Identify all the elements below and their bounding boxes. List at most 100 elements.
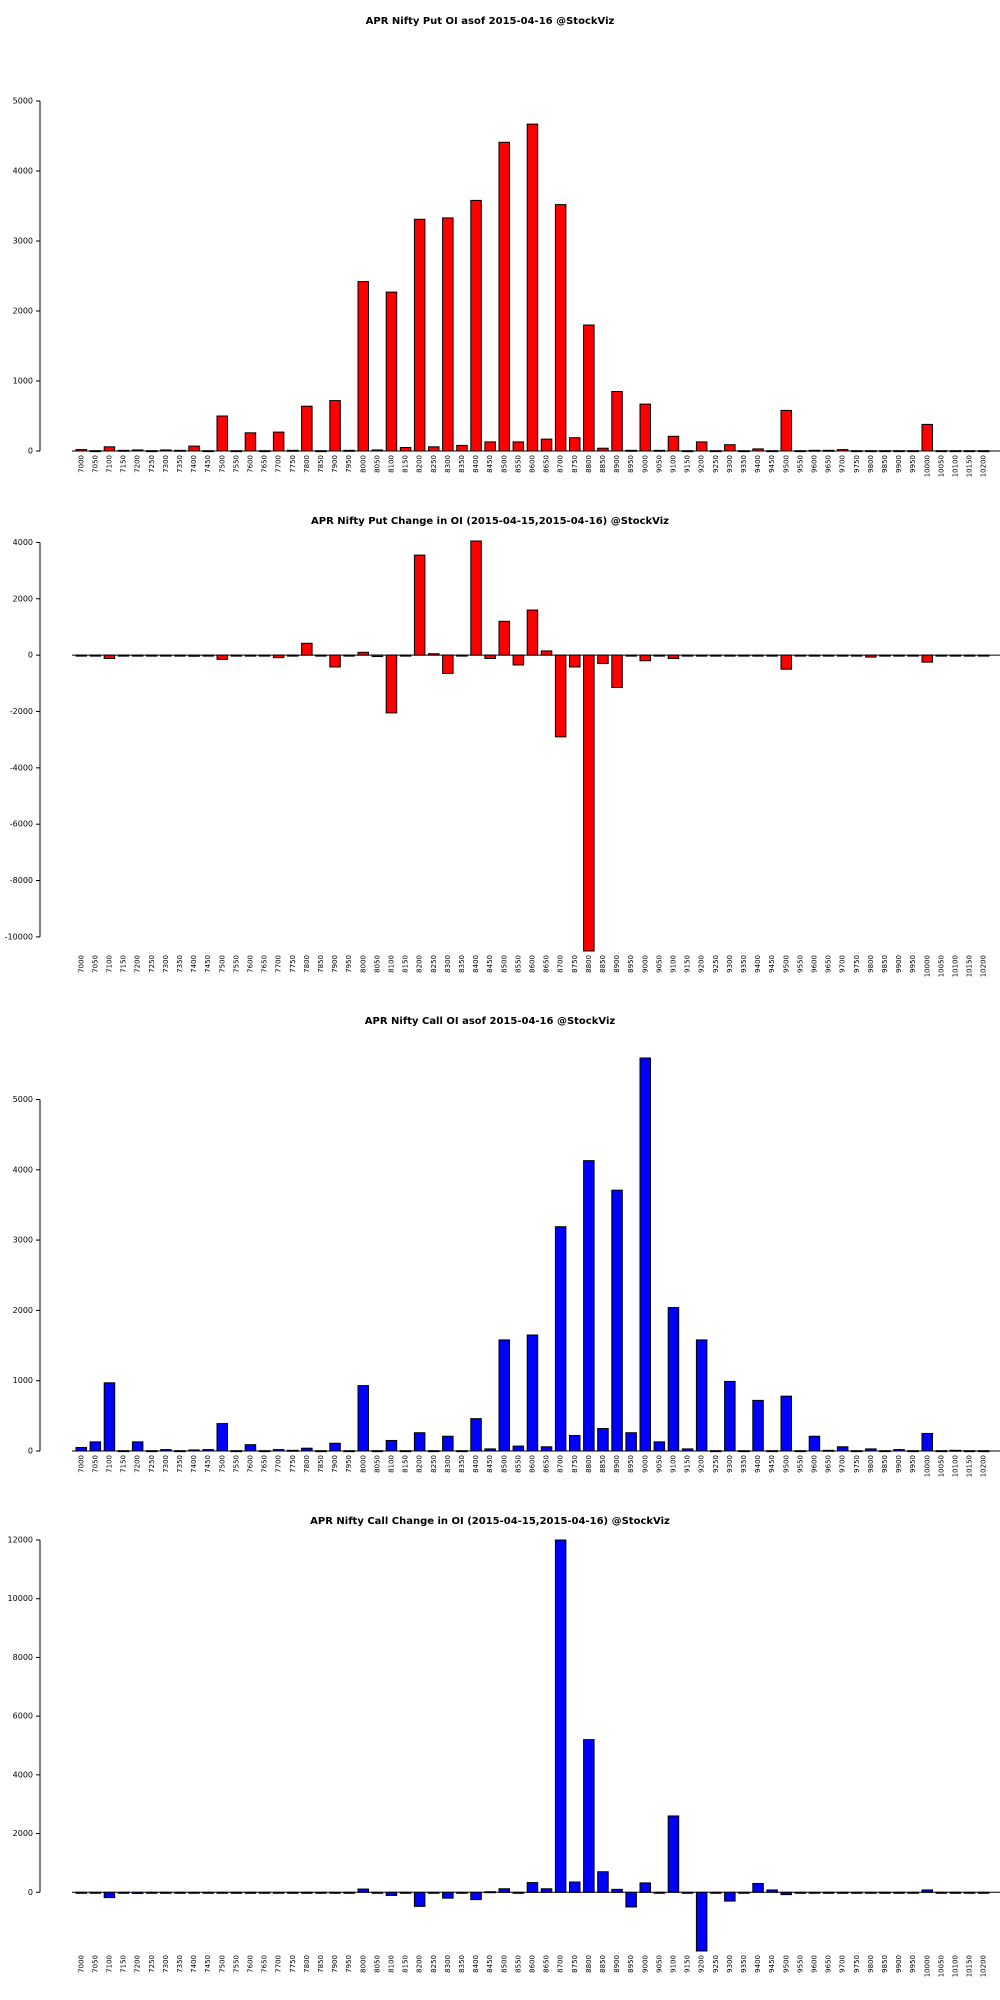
bar [639,1882,651,1893]
x-tick-label: 10150 [966,455,974,477]
x-tick-label: 7300 [162,955,170,973]
x-tick-label: 9300 [726,455,734,473]
bar [512,441,525,452]
x-tick-label: 8200 [416,1955,424,1973]
x-tick-label: 7600 [246,1955,254,1973]
bar [851,654,863,657]
x-tick-label: 8200 [416,955,424,973]
bar [456,654,468,657]
bar [639,403,651,452]
bar [893,654,905,657]
x-tick-label: 7000 [77,1955,85,1973]
bar [131,654,144,657]
x-tick-label: 8500 [500,1455,508,1473]
x-tick-label: 7500 [218,455,226,473]
bar [343,1891,355,1894]
bar [949,1449,962,1452]
bar [329,654,341,668]
bar [484,1448,496,1452]
bar [428,1450,440,1453]
x-tick-label: 9100 [669,1455,677,1473]
bar [188,1449,200,1452]
bar [935,654,948,657]
bar [949,654,962,657]
x-tick-label: 8150 [402,455,410,473]
x-tick-label: 8300 [444,1455,452,1473]
x-tick-label: 7850 [317,955,325,973]
x-tick-label: 9700 [839,1955,847,1973]
x-tick-label: 9400 [754,955,762,973]
bar [357,281,369,452]
x-tick-label: 7950 [345,1455,353,1473]
bar [752,654,764,657]
x-tick-label: 7900 [331,1955,339,1973]
x-tick-label: 10050 [937,955,945,977]
x-tick-label: 8050 [373,1455,381,1473]
bar [315,450,327,453]
x-tick-label: 8900 [613,455,621,473]
x-tick-label: 9800 [867,1455,875,1473]
bar [625,449,637,452]
x-tick-label: 7400 [190,455,198,473]
x-tick-label: 8000 [359,1955,367,1973]
y-tick-label: 8000 [13,1653,33,1662]
bar [146,1450,158,1453]
bar [428,653,440,656]
x-tick-label: 7050 [91,1455,99,1473]
x-tick-label: 9100 [669,455,677,473]
bar [258,1450,271,1453]
bar [230,1450,243,1453]
x-tick-label: 7750 [289,1455,297,1473]
x-tick-label: 8100 [387,455,395,473]
bar [103,654,116,660]
x-tick-label: 8550 [514,1455,522,1473]
x-tick-label: 7800 [303,1955,311,1973]
bar [583,324,595,452]
bar [413,1432,426,1452]
bar [371,1891,384,1894]
bar [879,1450,891,1453]
bar [160,1449,172,1452]
x-tick-label: 8800 [585,455,593,473]
bar [399,654,412,657]
bar [399,447,412,452]
bar [822,654,835,657]
x-tick-label: 8450 [486,455,494,473]
bar [921,1432,933,1452]
bar [343,1450,355,1453]
x-tick-label: 9700 [839,1455,847,1473]
bar [836,449,849,452]
bar [428,446,440,452]
bar [695,1339,708,1452]
chart-title: APR Nifty Put OI asof 2015-04-16 @StockV… [366,16,615,27]
x-tick-label: 7450 [204,1955,212,1973]
x-tick-label: 8950 [627,455,635,473]
x-tick-label: 8650 [543,455,551,473]
y-tick-label: 1000 [13,1376,33,1385]
x-tick-label: 8400 [472,1455,480,1473]
bar [724,654,736,657]
bar [851,450,863,453]
bar [103,1891,116,1899]
x-tick-label: 8900 [613,1455,621,1473]
bar [724,1380,736,1452]
bar [343,654,355,657]
y-tick-label: 4000 [13,1770,33,1779]
bar [865,1891,877,1894]
y-tick-label: -6000 [10,820,33,829]
x-tick-label: 9150 [684,1455,692,1473]
x-tick-label: 8850 [599,1955,607,1973]
bar [188,654,200,657]
x-tick-label: 7750 [289,1955,297,1973]
bar [301,1891,313,1894]
chart-3: APR Nifty Call OI asof 2015-04-16 @Stock… [13,1016,1000,1477]
bar [540,1888,553,1893]
x-tick-label: 7650 [261,1455,269,1473]
x-tick-label: 8250 [430,455,438,473]
x-tick-label: 8000 [359,955,367,973]
bar [244,1444,257,1452]
bar [442,1435,454,1452]
bar [681,1448,694,1452]
x-tick-label: 7050 [91,1955,99,1973]
